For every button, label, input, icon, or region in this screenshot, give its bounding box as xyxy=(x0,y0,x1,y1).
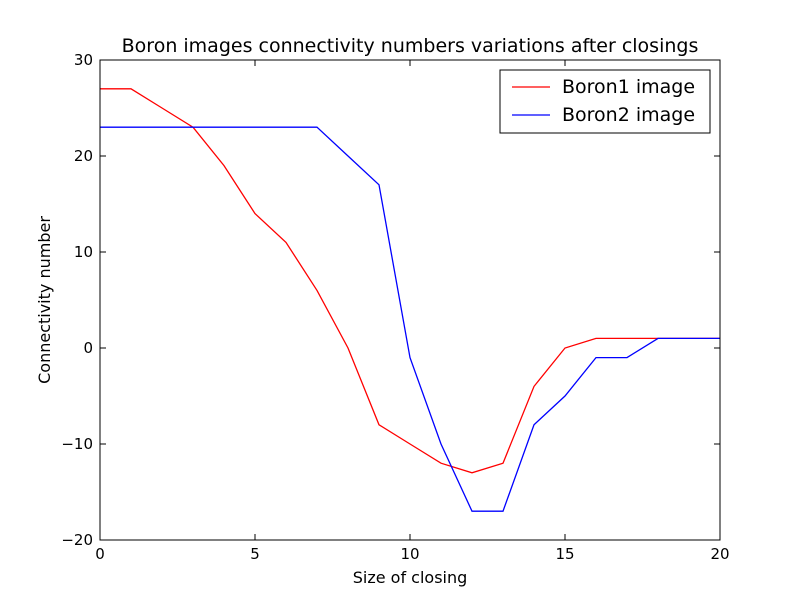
y-tick-label: 10 xyxy=(74,243,93,261)
chart-title: Boron images connectivity numbers variat… xyxy=(122,35,699,57)
legend: Boron1 image Boron2 image xyxy=(499,69,711,134)
y-tick-label: 30 xyxy=(74,51,93,69)
legend-label-boron1: Boron1 image xyxy=(562,76,695,98)
y-tick-label: 20 xyxy=(74,147,93,165)
series-line-1 xyxy=(100,88,720,474)
y-tick-label: −10 xyxy=(61,435,93,453)
ticks-layer: 0 5 10 15 20 −20 −10 0 10 20 30 xyxy=(61,51,729,563)
x-tick-label: 20 xyxy=(710,545,729,563)
x-tick-label: 15 xyxy=(555,545,574,563)
y-tick-label: −20 xyxy=(61,531,93,549)
legend-box xyxy=(499,69,711,134)
x-tick-label: 0 xyxy=(95,545,105,563)
y-axis-label: Connectivity number xyxy=(35,216,54,384)
x-axis-label: Size of closing xyxy=(353,568,468,587)
x-tick-label: 10 xyxy=(400,545,419,563)
x-tick-label: 5 xyxy=(250,545,260,563)
series-line-2 xyxy=(100,126,720,512)
series-layer xyxy=(100,88,720,512)
legend-label-boron2: Boron2 image xyxy=(562,104,695,126)
y-tick-label: 0 xyxy=(83,339,93,357)
